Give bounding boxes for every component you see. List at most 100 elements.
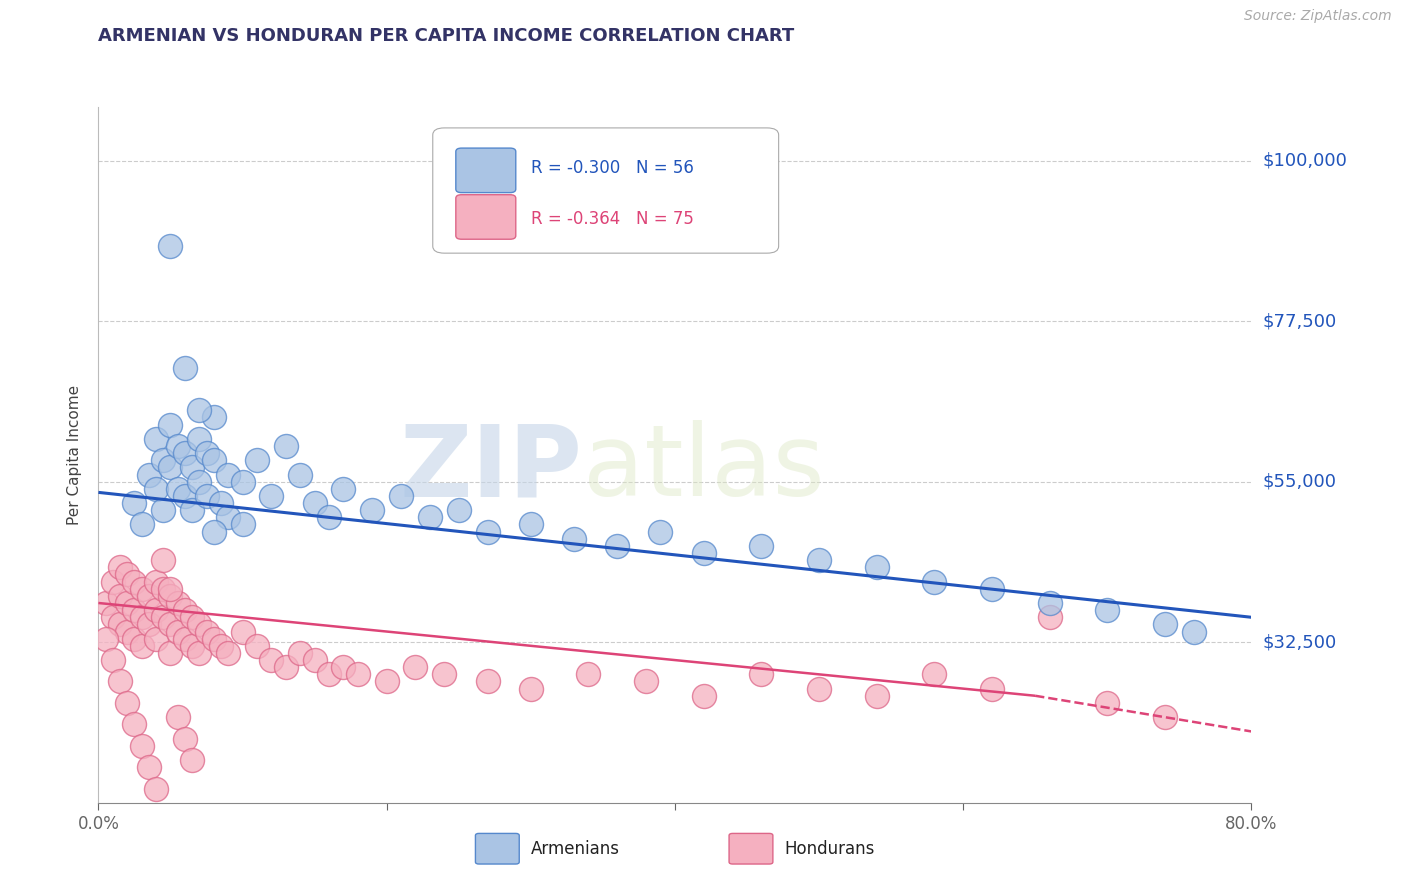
Point	[145, 482, 167, 496]
Point	[217, 646, 239, 660]
Point	[209, 496, 232, 510]
Text: $32,500: $32,500	[1263, 633, 1337, 651]
Point	[1153, 617, 1175, 632]
Point	[166, 482, 188, 496]
Point	[562, 532, 585, 546]
Point	[346, 667, 368, 681]
Point	[181, 460, 204, 475]
Point	[304, 653, 326, 667]
Point	[117, 624, 138, 639]
Text: $77,500: $77,500	[1263, 312, 1337, 330]
Point	[152, 453, 174, 467]
Point	[152, 503, 174, 517]
Point	[606, 539, 628, 553]
Point	[124, 717, 146, 731]
FancyBboxPatch shape	[456, 194, 516, 239]
Point	[433, 667, 456, 681]
Point	[751, 539, 773, 553]
Point	[195, 489, 218, 503]
Text: ZIP: ZIP	[399, 420, 582, 517]
Point	[174, 489, 197, 503]
Point	[202, 410, 225, 425]
Point	[866, 560, 889, 574]
Point	[145, 603, 167, 617]
Point	[131, 739, 153, 753]
FancyBboxPatch shape	[730, 833, 773, 864]
Point	[195, 446, 218, 460]
Point	[181, 503, 204, 517]
Text: $55,000: $55,000	[1263, 473, 1337, 491]
Point	[124, 632, 146, 646]
Point	[166, 624, 188, 639]
Point	[159, 460, 181, 475]
Point	[174, 731, 197, 746]
Point	[520, 681, 543, 696]
Point	[578, 667, 600, 681]
Point	[405, 660, 427, 674]
Point	[318, 667, 340, 681]
Point	[290, 467, 312, 482]
Point	[361, 503, 384, 517]
Point	[117, 567, 138, 582]
Point	[117, 696, 138, 710]
Point	[108, 617, 131, 632]
Point	[124, 496, 146, 510]
Point	[159, 582, 181, 596]
Point	[389, 489, 412, 503]
Point	[807, 553, 830, 567]
Point	[274, 439, 297, 453]
Text: atlas: atlas	[582, 420, 824, 517]
Point	[1153, 710, 1175, 724]
Point	[231, 475, 254, 489]
Point	[101, 653, 124, 667]
Point	[181, 610, 204, 624]
Point	[188, 617, 211, 632]
Point	[195, 624, 218, 639]
Point	[94, 596, 117, 610]
Point	[650, 524, 672, 539]
Point	[145, 781, 167, 796]
Point	[124, 574, 146, 589]
Point	[375, 674, 398, 689]
Point	[693, 689, 716, 703]
Point	[209, 639, 232, 653]
Point	[159, 646, 181, 660]
Point	[290, 646, 312, 660]
Point	[108, 560, 131, 574]
Point	[304, 496, 326, 510]
Point	[1097, 696, 1119, 710]
Point	[447, 503, 470, 517]
Point	[332, 482, 354, 496]
Point	[166, 596, 188, 610]
FancyBboxPatch shape	[433, 128, 779, 253]
Point	[108, 589, 131, 603]
Point	[260, 653, 283, 667]
Point	[188, 403, 211, 417]
Point	[181, 753, 204, 767]
Point	[520, 517, 543, 532]
Point	[981, 681, 1004, 696]
Point	[477, 674, 499, 689]
Point	[188, 475, 211, 489]
Point	[866, 689, 889, 703]
Point	[318, 510, 340, 524]
Point	[101, 574, 124, 589]
FancyBboxPatch shape	[456, 148, 516, 193]
Point	[636, 674, 658, 689]
Point	[152, 610, 174, 624]
Point	[101, 610, 124, 624]
FancyBboxPatch shape	[475, 833, 519, 864]
Point	[138, 760, 160, 774]
Point	[124, 603, 146, 617]
Text: R = -0.300   N = 56: R = -0.300 N = 56	[530, 160, 693, 178]
Point	[131, 639, 153, 653]
Point	[202, 524, 225, 539]
Point	[922, 574, 945, 589]
Point	[138, 617, 160, 632]
Point	[166, 710, 188, 724]
Point	[159, 417, 181, 432]
Point	[188, 432, 211, 446]
Point	[274, 660, 297, 674]
Point	[1038, 610, 1062, 624]
Point	[131, 582, 153, 596]
